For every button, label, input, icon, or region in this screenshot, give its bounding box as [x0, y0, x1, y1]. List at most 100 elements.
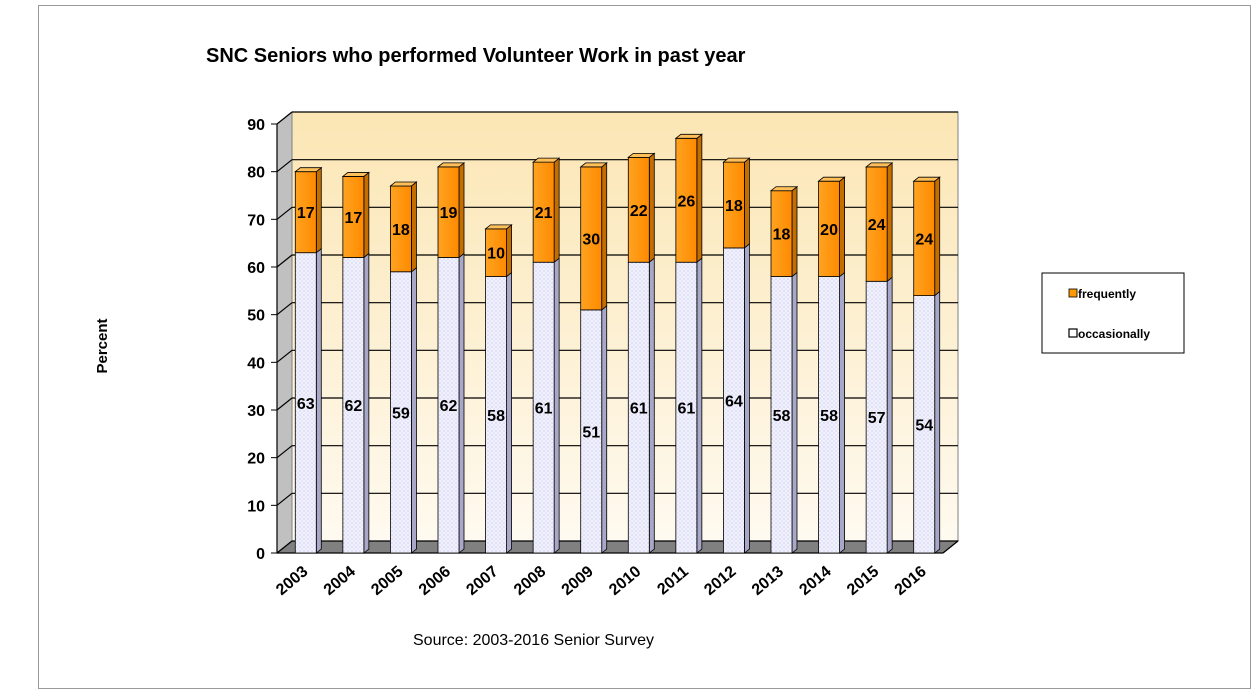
chart-title: SNC Seniors who performed Volunteer Work… — [206, 45, 746, 67]
bar-side-occasionally-2005 — [411, 266, 417, 554]
bar-top-frequently-2009 — [579, 162, 608, 168]
bar-side-occasionally-2014 — [839, 271, 845, 554]
x-tick-label-2013: 2013 — [749, 563, 787, 599]
data-label-frequently-2013: 18 — [773, 227, 791, 244]
bar-side-occasionally-2006 — [458, 252, 465, 554]
data-label-occasionally-2013: 58 — [773, 408, 791, 425]
x-tick-label-2010: 2010 — [606, 563, 644, 599]
y-tick-label: 50 — [247, 308, 265, 325]
data-label-occasionally-2005: 59 — [392, 405, 410, 422]
bar-top-frequently-2008 — [532, 157, 561, 163]
y-tick-label: 30 — [247, 403, 265, 420]
chart-frame: SNC Seniors who performed Volunteer Work… — [38, 5, 1251, 689]
x-tick-label-2011: 2011 — [654, 563, 692, 598]
gridline-side — [276, 445, 293, 459]
data-label-frequently-2011: 26 — [677, 193, 695, 210]
x-tick-label-2014: 2014 — [796, 563, 834, 599]
x-tick-label-2009: 2009 — [559, 563, 597, 599]
gridline-side — [276, 159, 293, 173]
bar-side-frequently-2003 — [315, 166, 322, 254]
data-label-frequently-2009: 30 — [582, 231, 600, 248]
data-label-frequently-2012: 18 — [725, 198, 743, 215]
bar-side-frequently-2004 — [363, 171, 370, 259]
floor — [275, 540, 960, 554]
x-tick-label-2016: 2016 — [892, 563, 930, 599]
data-label-frequently-2005: 18 — [392, 222, 410, 239]
data-label-frequently-2004: 17 — [344, 210, 362, 227]
data-label-occasionally-2014: 58 — [820, 408, 838, 425]
gridline-side — [276, 206, 293, 220]
bar-side-occasionally-2016 — [934, 290, 941, 554]
gridline-side — [276, 254, 293, 268]
legend-swatch-occasionally — [1068, 328, 1078, 338]
bar-side-frequently-2007 — [506, 224, 512, 278]
data-label-occasionally-2011: 61 — [677, 401, 695, 418]
bar-top-frequently-2011 — [674, 133, 703, 139]
bar-top-frequently-2012 — [722, 157, 751, 163]
x-tick-label-2004: 2004 — [321, 563, 359, 599]
data-label-occasionally-2010: 61 — [630, 401, 648, 418]
data-label-occasionally-2006: 62 — [440, 398, 458, 415]
bar-side-frequently-2011 — [696, 133, 703, 264]
bar-top-frequently-2004 — [341, 172, 370, 177]
bar-side-frequently-2010 — [648, 152, 655, 264]
x-tick-label-2007: 2007 — [463, 563, 501, 599]
bar-side-occasionally-2011 — [696, 257, 703, 554]
bar-side-frequently-2013 — [791, 185, 798, 278]
legend-swatch-frequently — [1068, 288, 1078, 298]
legend-label-occasionally: occasionally — [1078, 327, 1150, 341]
x-axis-end — [942, 540, 959, 554]
data-label-occasionally-2015: 57 — [868, 410, 886, 427]
legend: frequently occasionally — [1041, 272, 1185, 354]
data-label-occasionally-2004: 62 — [344, 398, 362, 415]
y-axis-label: Percent — [94, 318, 111, 373]
data-label-frequently-2003: 17 — [297, 205, 315, 222]
y-tick-label: 20 — [247, 451, 265, 468]
bar-side-frequently-2006 — [458, 162, 465, 259]
gridline-side — [276, 111, 293, 125]
y-tick-label: 90 — [247, 117, 265, 134]
bar-side-frequently-2008 — [553, 157, 560, 264]
data-label-frequently-2016: 24 — [915, 231, 933, 248]
bar-side-occasionally-2015 — [886, 276, 893, 554]
source-note: Source: 2003-2016 Senior Survey — [413, 632, 654, 649]
bar-top-frequently-2005 — [389, 181, 418, 187]
bar-side-occasionally-2007 — [506, 271, 512, 554]
legend-label-frequently: frequently — [1078, 287, 1136, 301]
gridline-side — [276, 492, 293, 506]
data-label-frequently-2015: 24 — [868, 217, 886, 234]
data-label-occasionally-2003: 63 — [297, 396, 315, 413]
data-label-occasionally-2012: 64 — [725, 393, 743, 410]
x-tick-label-2006: 2006 — [416, 563, 454, 599]
data-label-frequently-2014: 20 — [820, 222, 838, 239]
plot-area: 0 10 20 30 40 50 60 70 80 90 63 17 2003 62 17 2004 59 18 2… — [247, 110, 960, 599]
bar-side-frequently-2005 — [411, 181, 417, 273]
y-tick-label: 70 — [247, 212, 265, 229]
data-label-occasionally-2008: 61 — [535, 401, 553, 418]
gridline-side — [276, 302, 293, 316]
bar-side-occasionally-2009 — [601, 305, 608, 554]
bar-side-frequently-2014 — [839, 176, 845, 278]
bar-top-frequently-2016 — [912, 176, 941, 182]
x-tick-label-2005: 2005 — [368, 563, 406, 599]
bar-side-frequently-2015 — [886, 162, 893, 283]
gridline-side — [276, 349, 293, 363]
y-tick-label: 0 — [256, 546, 265, 563]
gridline-side — [276, 397, 293, 411]
bar-top-frequently-2007 — [484, 224, 513, 230]
x-tick-label-2003: 2003 — [273, 563, 311, 599]
bar-top-frequently-2003 — [294, 167, 323, 173]
bar-side-occasionally-2012 — [744, 243, 750, 554]
gridline-side — [276, 540, 293, 554]
y-tick-label: 10 — [247, 498, 265, 515]
bar-top-frequently-2014 — [817, 176, 846, 182]
bar-top-frequently-2013 — [769, 186, 799, 192]
bar-side-frequently-2012 — [744, 157, 750, 249]
data-label-frequently-2010: 22 — [630, 203, 648, 220]
bar-top-frequently-2006 — [436, 162, 466, 168]
x-tick-label-2008: 2008 — [511, 563, 549, 599]
y-tick-label: 80 — [247, 165, 265, 182]
bar-side-occasionally-2008 — [553, 257, 560, 554]
data-label-occasionally-2009: 51 — [582, 424, 600, 441]
bar-side-occasionally-2010 — [648, 257, 655, 554]
